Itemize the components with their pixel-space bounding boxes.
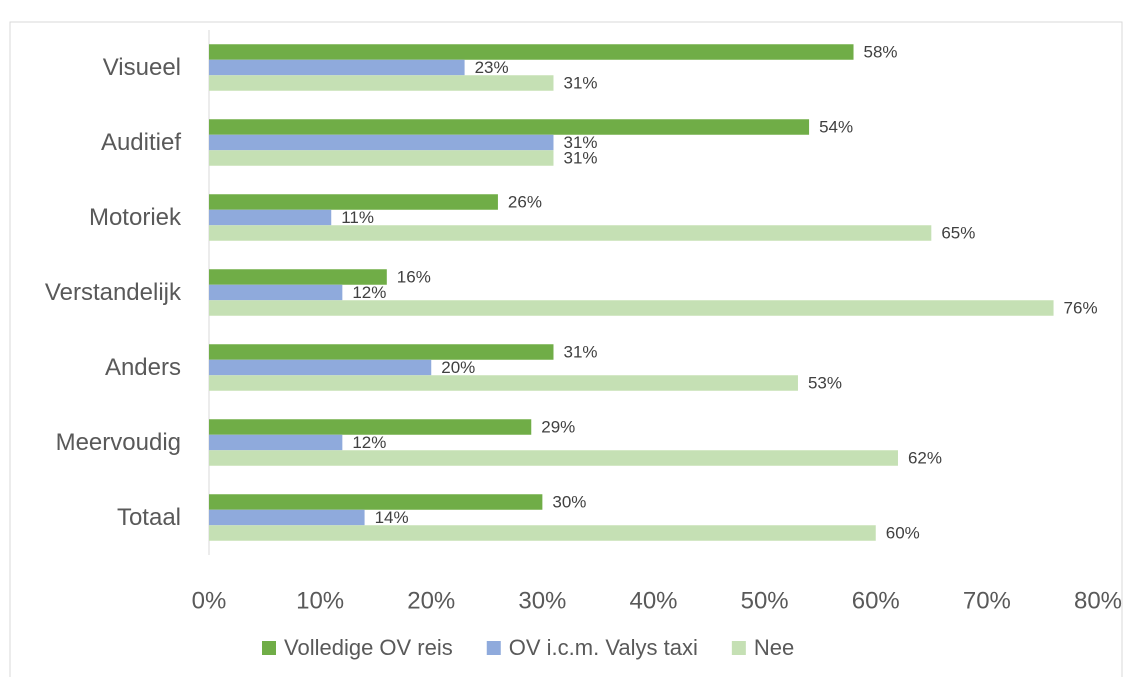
bar (209, 75, 554, 91)
legend-swatch (731, 641, 746, 655)
bar (209, 59, 465, 76)
x-tick-label: 20% (407, 587, 455, 614)
bar (209, 434, 343, 451)
bar (209, 44, 854, 60)
data-label: 12% (352, 283, 386, 302)
x-tick-label: 80% (1074, 587, 1122, 614)
data-label: 23% (475, 58, 509, 77)
data-label: 31% (563, 342, 597, 361)
data-label: 65% (941, 223, 975, 242)
bar (209, 150, 554, 166)
data-label: 31% (563, 148, 597, 167)
bar (209, 494, 543, 510)
data-label: 31% (563, 73, 597, 92)
y-tick-label: Anders (105, 354, 181, 381)
bar (209, 375, 798, 391)
data-label: 53% (808, 373, 842, 392)
data-label: 62% (908, 448, 942, 467)
data-label: 12% (352, 433, 386, 452)
x-tick-label: 60% (852, 587, 900, 614)
bar (209, 269, 387, 285)
data-label: 54% (819, 117, 853, 136)
data-label: 29% (541, 417, 575, 436)
bar (209, 359, 432, 376)
x-tick-label: 10% (296, 587, 344, 614)
bar (209, 419, 532, 435)
bar (209, 209, 332, 226)
legend-label: Nee (754, 635, 794, 660)
bar (209, 225, 932, 241)
legend-label: Volledige OV reis (284, 635, 453, 660)
y-tick-label: Verstandelijk (45, 279, 182, 306)
bar (209, 344, 554, 360)
data-label: 58% (864, 42, 898, 61)
y-tick-label: Totaal (117, 504, 181, 531)
legend-swatch (486, 641, 501, 655)
y-tick-label: Auditief (101, 129, 181, 156)
y-tick-label: Meervoudig (56, 429, 181, 456)
bar (209, 509, 365, 526)
x-tick-label: 30% (518, 587, 566, 614)
bar (209, 284, 343, 301)
x-tick-label: 50% (741, 587, 789, 614)
data-label: 60% (886, 523, 920, 542)
bar (209, 194, 498, 210)
x-tick-label: 0% (192, 587, 227, 614)
bar (209, 525, 876, 541)
data-label: 31% (563, 133, 597, 152)
legend-label: OV i.c.m. Valys taxi (509, 635, 698, 660)
data-label: 20% (441, 358, 475, 377)
x-tick-label: 40% (629, 587, 677, 614)
data-label: 30% (552, 492, 586, 511)
y-tick-label: Visueel (103, 54, 181, 81)
bar (209, 300, 1054, 316)
x-tick-label: 70% (963, 587, 1011, 614)
data-label: 76% (1064, 298, 1098, 317)
data-label: 26% (508, 192, 542, 211)
bar (209, 450, 898, 466)
bar (209, 119, 810, 135)
bar (209, 134, 554, 151)
data-label: 14% (375, 508, 409, 527)
data-label: 16% (397, 267, 431, 286)
legend-swatch (262, 641, 276, 655)
y-tick-label: Motoriek (89, 204, 182, 231)
data-label: 11% (341, 208, 374, 227)
